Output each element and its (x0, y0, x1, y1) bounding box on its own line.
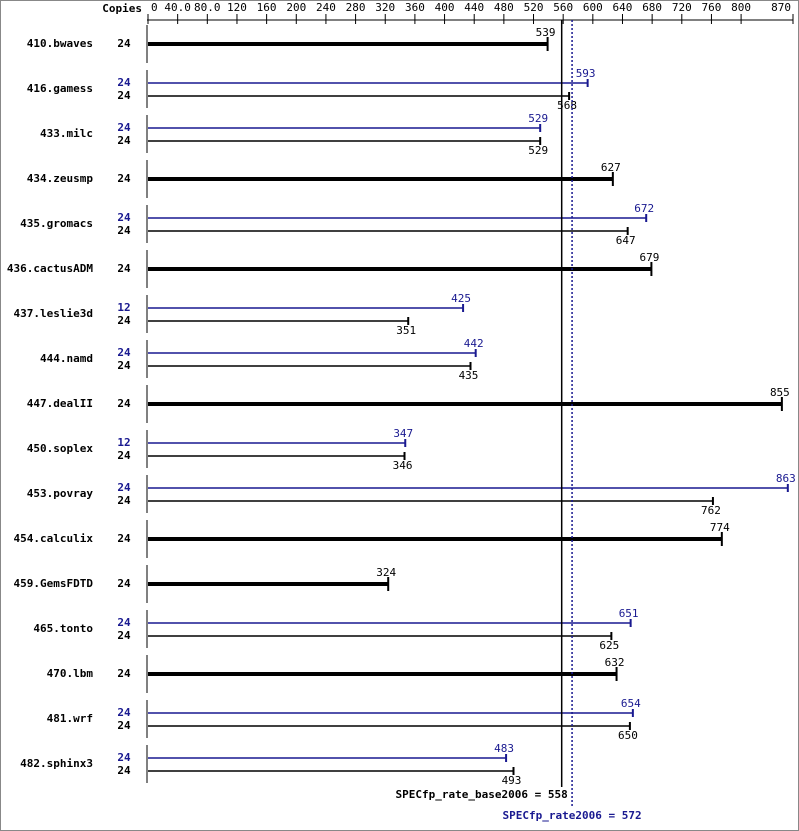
value-label: 593 (576, 67, 596, 80)
copies: 24 (117, 346, 131, 359)
benchmark-name: 436.cactusADM (7, 262, 93, 275)
copies: 12 (117, 436, 130, 449)
copies: 24 (117, 37, 131, 50)
x-tick-label: 480 (494, 1, 514, 14)
copies-header: Copies (102, 2, 142, 15)
copies: 24 (117, 224, 131, 237)
x-tick-label: 520 (524, 1, 544, 14)
copies: 24 (117, 481, 131, 494)
x-tick-label: 120 (227, 1, 247, 14)
copies: 24 (117, 706, 131, 719)
copies: 24 (117, 89, 131, 102)
value-label: 539 (536, 26, 556, 39)
benchmark-name: 416.gamess (27, 82, 93, 95)
copies: 24 (117, 262, 131, 275)
benchmark-name: 410.bwaves (27, 37, 93, 50)
copies: 24 (117, 719, 131, 732)
benchmark-name: 453.povray (27, 487, 94, 500)
x-tick-label: 800 (731, 1, 751, 14)
value-label: 627 (601, 161, 621, 174)
copies: 24 (117, 449, 131, 462)
benchmark-name: 434.zeusmp (27, 172, 94, 185)
copies: 24 (117, 494, 131, 507)
x-tick-label: 240 (316, 1, 336, 14)
copies: 24 (117, 359, 131, 372)
copies: 24 (117, 532, 131, 545)
value-label: 625 (599, 639, 619, 652)
value-label: 347 (393, 427, 413, 440)
copies: 24 (117, 76, 131, 89)
x-tick-label: 0 (151, 1, 158, 14)
value-label: 324 (376, 566, 396, 579)
value-label: 529 (528, 144, 548, 157)
benchmark-name: 481.wrf (47, 712, 93, 725)
benchmark-name: 433.milc (40, 127, 93, 140)
value-label: 351 (396, 324, 416, 337)
value-label: 863 (776, 472, 796, 485)
value-label: 346 (393, 459, 413, 472)
x-tick-label: 600 (583, 1, 603, 14)
value-label: 654 (621, 697, 641, 710)
copies: 24 (117, 211, 131, 224)
copies: 12 (117, 301, 130, 314)
value-label: 435 (459, 369, 479, 382)
value-label: 650 (618, 729, 638, 742)
benchmark-name: 470.lbm (47, 667, 94, 680)
copies: 24 (117, 397, 131, 410)
value-label: 425 (451, 292, 471, 305)
value-label: 762 (701, 504, 721, 517)
value-label: 442 (464, 337, 484, 350)
benchmark-name: 435.gromacs (20, 217, 93, 230)
x-tick-label: 440 (464, 1, 484, 14)
value-label: 483 (494, 742, 514, 755)
benchmark-name: 437.leslie3d (14, 307, 93, 320)
x-tick-label: 400 (435, 1, 455, 14)
copies: 24 (117, 172, 131, 185)
value-label: 774 (710, 521, 730, 534)
x-tick-label: 720 (672, 1, 692, 14)
reference-label: SPECfp_rate2006 = 572 (503, 809, 642, 822)
x-tick-label: 680 (642, 1, 662, 14)
x-tick-label: 760 (702, 1, 722, 14)
copies: 24 (117, 667, 131, 680)
x-tick-label: 160 (257, 1, 277, 14)
copies: 24 (117, 121, 131, 134)
benchmark-name: 482.sphinx3 (20, 757, 93, 770)
x-tick-label: 320 (375, 1, 395, 14)
x-tick-label: 560 (553, 1, 573, 14)
copies: 24 (117, 764, 131, 777)
copies: 24 (117, 616, 131, 629)
benchmark-name: 465.tonto (33, 622, 93, 635)
benchmark-name: 459.GemsFDTD (14, 577, 94, 590)
x-tick-label: 870 (771, 1, 791, 14)
benchmark-name: 450.soplex (27, 442, 94, 455)
value-label: 568 (557, 99, 577, 112)
copies: 24 (117, 751, 131, 764)
value-label: 647 (616, 234, 636, 247)
value-label: 493 (502, 774, 522, 787)
reference-label: SPECfp_rate_base2006 = 558 (396, 788, 568, 801)
x-tick-label: 640 (613, 1, 633, 14)
value-label: 679 (639, 251, 659, 264)
value-label: 672 (634, 202, 654, 215)
benchmark-name: 454.calculix (14, 532, 94, 545)
copies: 24 (117, 314, 131, 327)
x-tick-label: 200 (286, 1, 306, 14)
value-label: 855 (770, 386, 790, 399)
copies: 24 (117, 577, 131, 590)
value-label: 529 (528, 112, 548, 125)
benchmark-name: 444.namd (40, 352, 93, 365)
copies: 24 (117, 134, 131, 147)
x-tick-label: 360 (405, 1, 425, 14)
copies: 24 (117, 629, 131, 642)
value-label: 651 (619, 607, 639, 620)
x-tick-label: 80.0 (194, 1, 221, 14)
x-tick-label: 280 (346, 1, 366, 14)
benchmark-name: 447.dealII (27, 397, 93, 410)
value-label: 632 (605, 656, 625, 669)
x-tick-label: 40.0 (164, 1, 191, 14)
